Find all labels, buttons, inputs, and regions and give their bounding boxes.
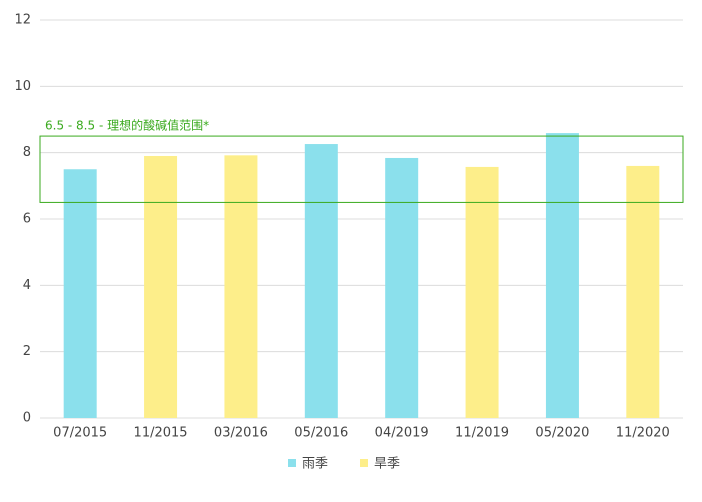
x-tick-label: 05/2016: [294, 426, 348, 441]
bar: [465, 166, 499, 418]
legend-label: 旱季: [374, 457, 400, 472]
bar: [224, 155, 258, 418]
x-tick-label: 05/2020: [535, 426, 589, 441]
y-tick-label: 12: [14, 13, 31, 28]
x-tick-label: 04/2019: [375, 426, 429, 441]
y-tick-label: 0: [23, 411, 31, 426]
x-tick-label: 03/2016: [214, 426, 268, 441]
bar: [144, 155, 178, 418]
x-tick-label: 11/2019: [455, 426, 509, 441]
y-tick-label: 4: [23, 278, 31, 293]
x-tick-label: 07/2015: [53, 426, 107, 441]
legend-label: 雨季: [302, 457, 328, 472]
x-tick-label: 11/2015: [134, 426, 188, 441]
y-tick-label: 8: [23, 145, 31, 160]
annotation-label: 6.5 - 8.5 - 理想的酸碱值范围*: [45, 118, 209, 133]
bar: [385, 157, 419, 418]
bar: [304, 144, 338, 418]
y-tick-label: 6: [23, 212, 31, 227]
x-tick-label: 11/2020: [616, 426, 670, 441]
range-box: [39, 135, 684, 203]
y-tick-label: 10: [14, 79, 31, 94]
y-tick-label: 2: [23, 344, 31, 359]
bar: [63, 169, 97, 418]
legend-swatch: [360, 459, 368, 467]
bar: [626, 165, 660, 418]
bar: [545, 133, 579, 418]
legend-swatch: [288, 459, 296, 467]
